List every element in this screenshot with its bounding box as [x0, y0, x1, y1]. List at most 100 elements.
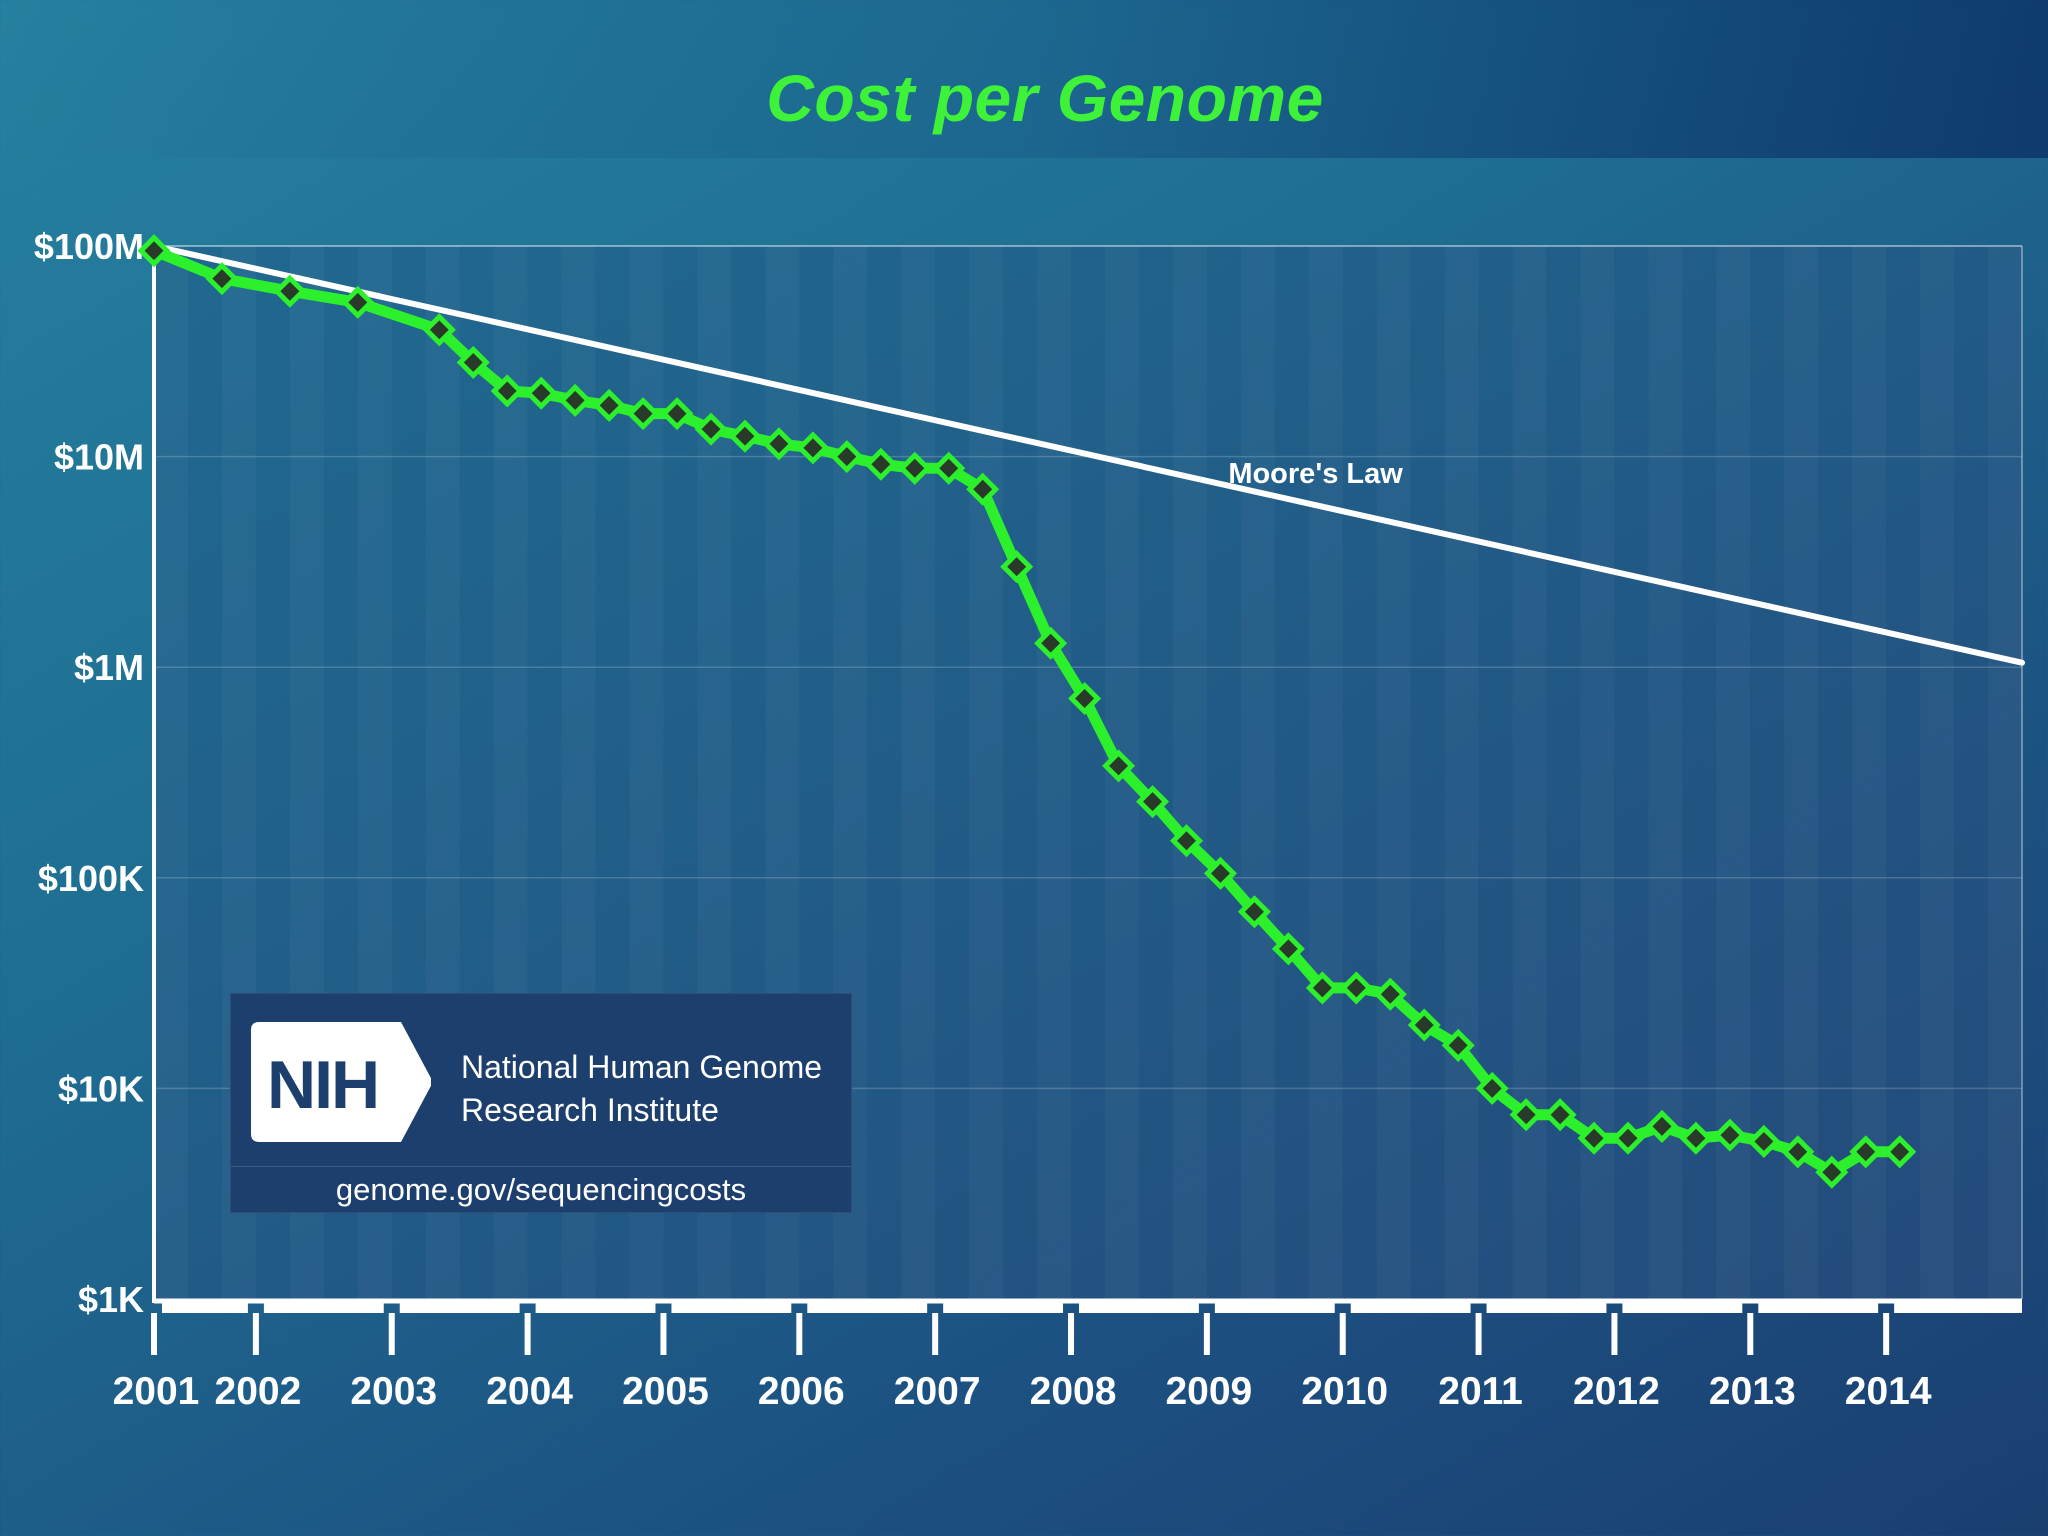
data-point — [1135, 785, 1170, 819]
background-stripe — [1173, 246, 1207, 1299]
data-point — [1509, 1098, 1543, 1132]
background-stripe — [1920, 246, 1954, 1299]
data-point — [1407, 1008, 1441, 1042]
data-point — [1815, 1155, 1849, 1189]
data-point — [626, 397, 660, 431]
x-axis-segment — [943, 1303, 1064, 1313]
background-stripe — [154, 246, 188, 1299]
data-markers — [137, 234, 1917, 1189]
x-tick-label: 2014 — [1845, 1370, 1932, 1413]
x-tick-labels: 2001 2002 2003 2004 2005 2006 2007 2008 2009 2010… — [113, 1370, 1932, 1413]
x-tick-label: 2004 — [486, 1370, 573, 1413]
data-point — [341, 285, 375, 319]
x-tick-label: 2010 — [1301, 1370, 1388, 1413]
data-point — [1849, 1135, 1883, 1169]
chart-title: Cost per Genome — [766, 61, 1324, 135]
moores-law-trend: Moore's Law — [151, 243, 2025, 666]
data-point — [1543, 1098, 1577, 1132]
data-point — [1441, 1028, 1475, 1062]
x-tick-label: 2009 — [1165, 1370, 1252, 1413]
background-stripe — [1988, 246, 2022, 1299]
moores-law-label: Moore's Law — [1228, 458, 1403, 490]
nih-org-line-1: National Human Genome — [461, 1049, 823, 1085]
nih-url[interactable]: genome.gov/sequencingcosts — [335, 1172, 747, 1207]
data-point — [1883, 1135, 1917, 1169]
data-point — [273, 274, 307, 308]
y-tick-label: $100K — [38, 858, 144, 899]
x-tick-label: 2005 — [622, 1370, 709, 1413]
data-point — [1169, 824, 1204, 858]
y-tick-label: $100M — [34, 226, 144, 267]
x-tick-label: 2002 — [215, 1370, 302, 1413]
background-stripe — [1309, 246, 1343, 1299]
data-point — [1271, 932, 1305, 966]
data-point — [898, 451, 932, 485]
x-axis-segment — [1350, 1303, 1471, 1313]
data-point — [205, 262, 239, 296]
background-stripe — [969, 246, 1003, 1299]
x-axis-segment — [807, 1303, 928, 1313]
data-point — [1000, 550, 1034, 584]
nih-logo — [251, 1022, 431, 1142]
y-tick-label: $1K — [78, 1279, 144, 1320]
x-tick-label: 2008 — [1030, 1370, 1117, 1413]
data-point — [864, 447, 898, 481]
data-point — [660, 397, 694, 431]
x-axis-segment — [263, 1303, 384, 1313]
data-point — [1237, 895, 1271, 929]
x-tick-label: 2003 — [350, 1370, 437, 1413]
x-tick-label: 2007 — [894, 1370, 981, 1413]
x-axis-segment — [1486, 1303, 1607, 1313]
data-point — [137, 234, 171, 268]
x-axis-segment — [671, 1303, 792, 1313]
x-axis-segment — [1214, 1303, 1335, 1313]
data-point — [1102, 749, 1136, 783]
y-tick-label: $1M — [74, 647, 144, 688]
data-point — [592, 388, 626, 422]
data-point — [1645, 1109, 1679, 1143]
data-point — [1373, 977, 1407, 1011]
data-point — [1305, 971, 1339, 1005]
data-point — [1068, 681, 1102, 716]
x-axis-segment — [162, 1303, 248, 1313]
data-point — [1034, 626, 1068, 660]
data-point — [1203, 856, 1237, 890]
data-point — [1713, 1118, 1747, 1152]
background-stripe — [1648, 246, 1682, 1299]
y-tick-label: $10M — [54, 437, 144, 478]
x-axis-segment — [1894, 1303, 2022, 1313]
data-point — [490, 374, 524, 408]
data-point — [966, 472, 1000, 506]
background-stripe — [1377, 246, 1411, 1299]
data-point — [932, 451, 966, 485]
nih-attribution-box: NIH National Human Genome Research Insti… — [230, 993, 852, 1213]
data-point — [1577, 1121, 1611, 1155]
background-stripe — [901, 246, 935, 1299]
data-point — [1747, 1124, 1781, 1158]
background-stripe — [1241, 246, 1275, 1299]
background-stripe — [1445, 246, 1479, 1299]
data-point — [728, 419, 762, 453]
nih-org-line-2: Research Institute — [461, 1092, 719, 1128]
x-tick-label: 2011 — [1438, 1370, 1523, 1413]
nih-divider — [231, 1166, 851, 1167]
x-axis-segment — [535, 1303, 656, 1313]
data-point — [1679, 1121, 1713, 1155]
data-point — [1611, 1121, 1645, 1155]
data-point — [1475, 1071, 1509, 1105]
data-point — [524, 376, 558, 410]
background-stripe — [1037, 246, 1071, 1299]
x-tick-label: 2001 — [113, 1370, 200, 1413]
y-tick-label: $10K — [58, 1068, 144, 1109]
y-tick-labels: $100M $10M $1M $100K $10K $1K — [34, 226, 144, 1320]
data-point — [796, 431, 830, 465]
nih-organization-name: National Human Genome Research Institute — [461, 1046, 841, 1132]
axes — [152, 245, 2023, 1304]
title-band — [0, 0, 2048, 158]
x-axis-segment — [1079, 1303, 1199, 1313]
background-stripe — [1513, 246, 1547, 1299]
x-axis-segment — [399, 1303, 520, 1313]
data-point — [762, 427, 796, 461]
x-tick-label: 2013 — [1709, 1370, 1796, 1413]
